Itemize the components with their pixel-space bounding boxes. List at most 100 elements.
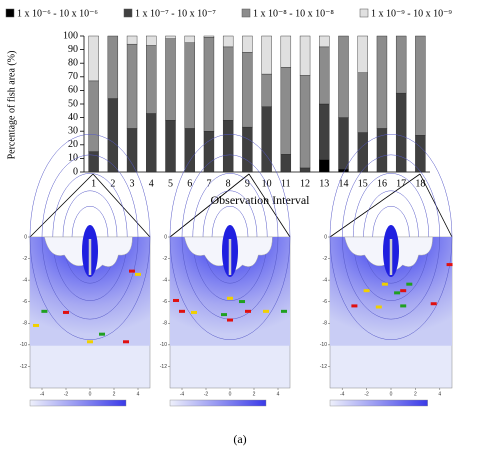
fish-spot (191, 310, 197, 314)
panel-y-tick-label: -8 (323, 321, 328, 327)
legend-swatch (359, 8, 369, 18)
bar-segment (299, 75, 311, 169)
x-tick-label: 9 (245, 178, 250, 189)
bar-segment (395, 92, 407, 173)
bar-segment (299, 35, 311, 76)
y-tick-label: 70 (68, 71, 78, 82)
bar-segment (357, 35, 368, 73)
bar-segment (242, 126, 253, 173)
bar-segment (280, 35, 292, 68)
panel-y-tick-label: -12 (160, 364, 167, 370)
bar-segment (242, 35, 253, 53)
bar-segment (146, 35, 157, 46)
panel-y-tick-label: -2 (23, 256, 28, 262)
panel-y-tick-label: -12 (20, 364, 27, 370)
bar-segment (107, 98, 119, 173)
x-tick-label: 7 (206, 178, 211, 189)
bar-segment (357, 72, 368, 133)
fish-spot (227, 296, 233, 300)
x-tick-label: 11 (281, 178, 291, 189)
bar-segment (107, 35, 119, 99)
fish-spot (221, 313, 227, 317)
caption: (a) (233, 432, 246, 446)
fish-spot (375, 305, 382, 309)
bar-segment (338, 117, 349, 170)
panel-y-tick-label: -6 (23, 299, 28, 305)
y-tick-label: 60 (68, 85, 78, 96)
fish-spot (179, 309, 185, 313)
panel-y-tick-label: -4 (323, 277, 328, 283)
y-tick-label: 40 (68, 112, 78, 123)
y-tick-label: 0 (73, 166, 78, 177)
colorbar (329, 399, 428, 407)
bar-segment (395, 35, 407, 94)
legend-label: 1 x 10⁻⁸ - 10 x 10⁻⁸ (253, 8, 334, 19)
panel-x-tick-label: -2 (64, 391, 69, 397)
fish-spot (123, 340, 129, 344)
bar-segment (338, 35, 349, 118)
fish-spot (406, 282, 413, 286)
bar-segment (280, 67, 292, 155)
panel-x-tick-label: 4 (137, 391, 140, 397)
bar-segment (415, 135, 426, 173)
y-tick-label: 50 (68, 98, 78, 109)
fish-spot (400, 289, 407, 293)
fish-spot (87, 340, 93, 344)
x-tick-label: 12 (300, 178, 310, 189)
x-tick-label: 3 (130, 178, 135, 189)
fish-spot (239, 300, 245, 304)
y-tick-label: 80 (68, 57, 78, 68)
fish-spot (381, 282, 388, 286)
bar-segment (319, 103, 330, 160)
colorbar (29, 399, 127, 407)
y-tick-label: 20 (68, 139, 78, 150)
legend-label: 1 x 10⁻⁶ - 10 x 10⁻⁶ (17, 8, 98, 19)
fish-spot (281, 309, 287, 313)
bar-segment (165, 35, 176, 39)
bar-segment (222, 35, 234, 48)
panel-x-tick-label: -4 (180, 391, 185, 397)
colorbar (169, 399, 267, 407)
bar-segment (319, 35, 330, 48)
fish-spot (227, 318, 233, 322)
panel-y-tick-label: -6 (163, 299, 168, 305)
panel-y-tick-label: 0 (24, 234, 27, 240)
x-tick-label: 16 (377, 178, 387, 189)
x-tick-label: 4 (149, 178, 154, 189)
panel-x-tick-label: 2 (113, 391, 116, 397)
bar-segment (88, 35, 99, 82)
bar-segment (146, 113, 157, 173)
bar-segment (222, 46, 234, 121)
x-tick-label: 6 (187, 178, 192, 189)
y-axis-label: Percentage of fish area (%) (6, 51, 17, 160)
bar-segment (376, 35, 388, 129)
legend-swatch (123, 8, 133, 18)
bar-segment (184, 128, 195, 173)
fish-spot (263, 309, 269, 313)
panel-x-tick-label: -4 (340, 391, 345, 397)
x-tick-label: 15 (358, 178, 368, 189)
panel-x-tick-label: 0 (390, 391, 393, 397)
bar-segment (184, 42, 195, 129)
panel-x-tick-label: 2 (414, 391, 417, 397)
panel-y-tick-label: -10 (320, 342, 327, 348)
x-tick-label: 13 (319, 178, 329, 189)
bar-segment (280, 154, 292, 173)
contour-panel: 0 -2 -4 -6 -8 -10 -12 -4 -2 0 2 4 (160, 134, 291, 407)
bar-segment (376, 128, 388, 173)
y-tick-label: 90 (68, 44, 78, 55)
bar-segment (88, 80, 99, 152)
bar-segment (222, 120, 234, 173)
fish-spot (245, 309, 251, 313)
legend-label: 1 x 10⁻⁹ - 10 x 10⁻⁹ (371, 8, 452, 19)
x-tick-label: 8 (226, 178, 231, 189)
bar-segment (203, 35, 215, 38)
panel-y-tick-label: -8 (163, 321, 168, 327)
panel-y-tick-label: -12 (320, 364, 327, 370)
y-tick-label: 100 (63, 30, 78, 41)
contour-panel: 0 -2 -4 -6 -8 -10 -12 -4 -2 0 2 4 (320, 134, 453, 407)
panel-y-tick-label: -10 (160, 342, 167, 348)
bar-segment (261, 35, 272, 75)
bar-segment (165, 120, 176, 173)
